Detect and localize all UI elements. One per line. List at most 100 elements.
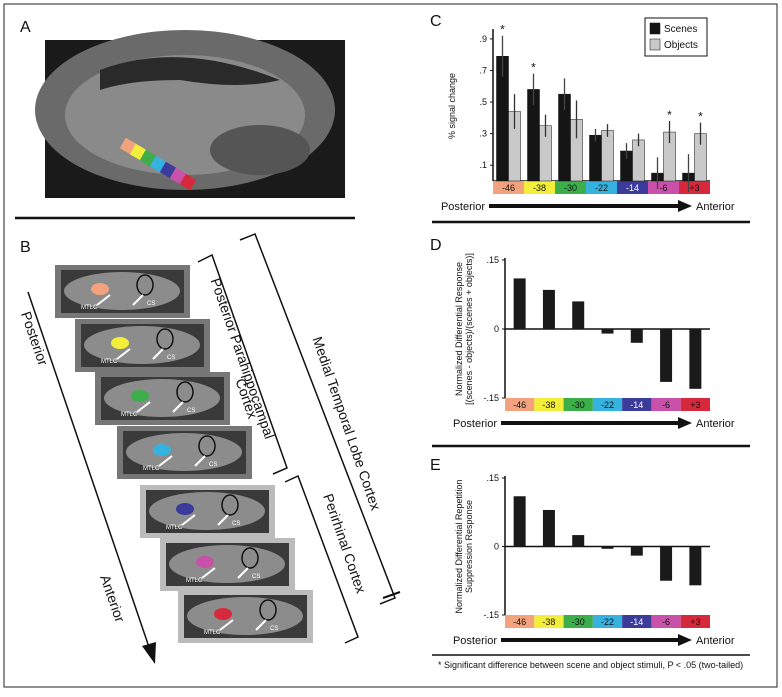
legend-swatch — [649, 38, 661, 51]
region-label: MTLC — [143, 466, 160, 472]
chart: D Normalized Differential Response [(scene… — [430, 237, 735, 430]
y-axis-label: Normalized Differential Response — [454, 262, 464, 396]
slice: MTLC CS — [117, 426, 252, 479]
region-label: MTLC — [121, 412, 138, 418]
x-tick-label: -38 — [542, 400, 555, 410]
region-label: CS — [167, 355, 175, 361]
bracket-end — [382, 591, 401, 599]
region-blob — [153, 444, 171, 456]
slice-brain — [126, 433, 242, 471]
axis-start-label: Posterior — [453, 418, 497, 430]
cs-outline — [198, 435, 216, 457]
slice: MTLC CS — [75, 319, 210, 372]
bar — [513, 278, 526, 329]
pointer — [217, 514, 229, 526]
x-tick-label: -46 — [513, 617, 526, 627]
bar — [601, 329, 614, 334]
category-swatch — [555, 181, 586, 194]
y-tick-label: -.15 — [483, 393, 499, 403]
category-swatch — [651, 398, 681, 411]
category-swatch — [680, 398, 710, 411]
pointer — [96, 294, 111, 306]
y-tick-label: .15 — [486, 255, 499, 265]
cs-outline — [176, 381, 194, 403]
legend-label: Objects — [664, 40, 698, 51]
region-label: MTLC — [186, 578, 203, 584]
region-blob — [91, 283, 109, 295]
bar — [660, 546, 673, 581]
pointer — [219, 619, 234, 631]
region-label: MTLC — [166, 525, 183, 531]
cs-outline — [221, 494, 239, 516]
x-tick-label: -38 — [533, 183, 546, 193]
x-tick-label: +3 — [689, 183, 699, 193]
region-label: MTLC — [204, 630, 221, 636]
legend-label: Scenes — [664, 24, 697, 35]
region — [159, 161, 177, 179]
pointer — [237, 567, 249, 579]
x-tick-label: -6 — [662, 617, 670, 627]
slice-brain — [187, 597, 303, 635]
arrowhead — [678, 634, 692, 646]
y-tick-label: .15 — [486, 473, 499, 483]
slice: MTLC CS — [140, 485, 275, 538]
x-tick-label: -14 — [630, 400, 643, 410]
charts: C % signal change .1 .3 .5 .7 .9 -46 -38 -30 -22 -1… — [430, 13, 735, 647]
category-swatch — [534, 398, 564, 411]
bar — [572, 535, 585, 547]
x-tick-label: -30 — [572, 617, 585, 627]
y-axis-label: % signal change — [447, 73, 457, 139]
panel-letter: B — [20, 239, 31, 256]
category-swatch — [592, 615, 623, 628]
region — [179, 173, 197, 191]
pointer — [181, 514, 196, 526]
category-swatch — [622, 615, 652, 628]
bar — [601, 546, 614, 549]
bar — [689, 329, 702, 389]
bracket-label: Medial Temporal Lobe Cortex — [309, 334, 384, 512]
pointer — [136, 401, 151, 413]
category-swatch — [622, 398, 652, 411]
y-tick-label: -.15 — [483, 610, 499, 620]
y-tick-label: .1 — [479, 160, 487, 170]
pointer — [172, 401, 184, 413]
bar — [630, 329, 643, 343]
slice-brain — [169, 545, 285, 583]
bar — [572, 301, 585, 329]
x-tick-label: -22 — [601, 617, 614, 627]
y-axis-label: Normalized Differential Repetition — [454, 480, 464, 614]
slice-brain — [64, 272, 180, 310]
x-tick-label: -46 — [513, 400, 526, 410]
axis-end-label: Anterior — [696, 418, 735, 430]
region-blob — [196, 556, 214, 568]
bar — [630, 546, 643, 556]
x-tick-label: -46 — [502, 183, 515, 193]
pointer — [116, 348, 131, 360]
region-blob — [214, 608, 232, 620]
x-tick-label: -22 — [595, 183, 608, 193]
pointer — [152, 348, 164, 360]
region-label: CS — [270, 626, 278, 632]
x-tick-label: +3 — [690, 400, 700, 410]
footnote: * Significant difference between scene a… — [438, 660, 743, 670]
y-tick-label: 0 — [494, 542, 499, 552]
y-axis-label: Suppression Response — [464, 500, 474, 593]
axis-end-label: Anterior — [696, 201, 735, 213]
category-swatch — [586, 181, 617, 194]
region — [139, 149, 157, 167]
panel-letter: D — [430, 237, 442, 254]
bar — [542, 289, 555, 329]
bar — [689, 546, 702, 586]
region-label: CS — [209, 462, 217, 468]
arrowhead — [142, 642, 156, 664]
y-tick-label: 0 — [494, 324, 499, 334]
region — [129, 143, 147, 161]
axis-end-label: Anterior — [696, 635, 735, 647]
category-swatch — [493, 181, 524, 194]
region — [149, 155, 167, 173]
bracket — [197, 253, 288, 475]
category-swatch — [648, 181, 679, 194]
bracket — [284, 474, 359, 644]
bar — [542, 509, 555, 547]
